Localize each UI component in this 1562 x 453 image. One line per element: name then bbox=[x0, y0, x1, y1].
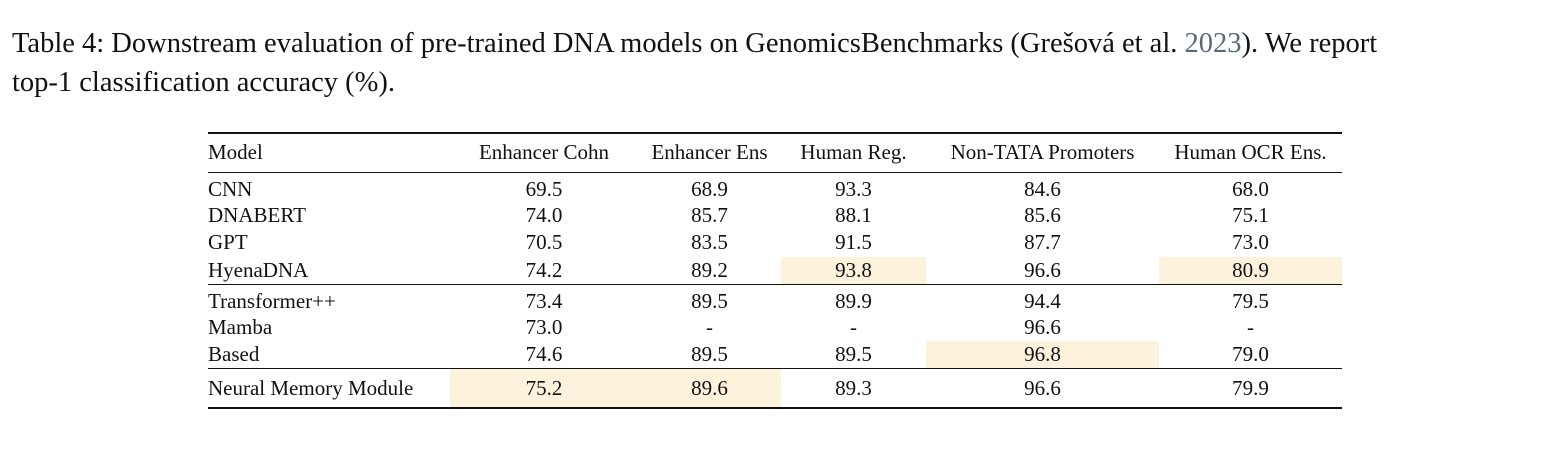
model-name: Mamba bbox=[208, 314, 273, 339]
table-cell: 79.9 bbox=[1159, 368, 1342, 409]
caption-text-end: ). We report bbox=[1241, 28, 1378, 59]
model-name: GPT bbox=[208, 230, 248, 255]
table-cell: - bbox=[706, 314, 713, 339]
table-cell: 85.7 bbox=[691, 202, 728, 227]
table-row: Transformer++ 73.4 89.5 89.9 94.4 79.5 bbox=[208, 284, 1342, 314]
table-cell: 73.4 bbox=[525, 288, 563, 313]
table-cell: 91.5 bbox=[835, 230, 872, 255]
model-name: Neural Memory Module bbox=[208, 368, 450, 409]
table-cell: 89.5 bbox=[691, 288, 728, 313]
model-name: Based bbox=[208, 341, 450, 369]
table-row: CNN 69.5 68.9 93.3 84.6 68.0 bbox=[208, 172, 1342, 202]
table-cell: 74.0 bbox=[525, 202, 563, 227]
header-row: Model Enhancer Cohn Enhancer Ens Human R… bbox=[208, 132, 1342, 173]
model-name: CNN bbox=[208, 176, 253, 201]
proposed-group: Neural Memory Module 75.2 89.6 89.3 96.6… bbox=[208, 368, 1342, 409]
caption-line-2: top-1 classification accuracy (%). bbox=[12, 67, 395, 98]
table-cell: - bbox=[850, 314, 857, 339]
table-cell-best: 93.8 bbox=[781, 256, 926, 285]
table-cell: 68.0 bbox=[1232, 176, 1269, 201]
table-cell-best: 96.8 bbox=[926, 341, 1159, 369]
table-cell: 68.9 bbox=[691, 176, 728, 201]
table-row: Neural Memory Module 75.2 89.6 89.3 96.6… bbox=[208, 368, 1342, 409]
table-cell-best: 75.2 bbox=[450, 368, 638, 409]
table-cell-best: 80.9 bbox=[1159, 256, 1342, 285]
table-cell: 89.5 bbox=[781, 341, 926, 369]
table-caption: Table 4: Downstream evaluation of pre-tr… bbox=[12, 24, 1552, 102]
table-cell: 73.0 bbox=[525, 314, 563, 339]
table-cell: 94.4 bbox=[1024, 288, 1061, 313]
table-cell: 73.0 bbox=[1232, 230, 1269, 255]
table-cell: 89.3 bbox=[781, 368, 926, 409]
table-row: DNABERT 74.0 85.7 88.1 85.6 75.1 bbox=[208, 202, 1342, 230]
header-model: Model bbox=[208, 132, 450, 173]
table-cell: 79.0 bbox=[1159, 341, 1342, 369]
table-cell: 75.1 bbox=[1232, 202, 1269, 227]
table-cell: 70.5 bbox=[525, 230, 563, 255]
header-enhancer-cohn: Enhancer Cohn bbox=[450, 132, 638, 173]
header-human-ocr-ens: Human OCR Ens. bbox=[1159, 132, 1342, 173]
results-table: Model Enhancer Cohn Enhancer Ens Human R… bbox=[208, 132, 1342, 409]
table-cell: 89.2 bbox=[638, 256, 781, 285]
citation-year-link[interactable]: 2023 bbox=[1184, 28, 1242, 59]
model-name: Transformer++ bbox=[208, 288, 336, 313]
baseline-group: CNN 69.5 68.9 93.3 84.6 68.0 DNABERT 74.… bbox=[208, 172, 1342, 285]
table-cell: 96.6 bbox=[926, 368, 1159, 409]
table-row: HyenaDNA 74.2 89.2 93.8 96.6 80.9 bbox=[208, 256, 1342, 285]
table-cell: 89.5 bbox=[638, 341, 781, 369]
table-cell: 88.1 bbox=[835, 202, 872, 227]
table-cell: 87.7 bbox=[1024, 230, 1061, 255]
table-cell: 96.6 bbox=[1024, 314, 1061, 339]
header-human-reg: Human Reg. bbox=[781, 132, 926, 173]
table-cell: 74.6 bbox=[450, 341, 638, 369]
table-row: GPT 70.5 83.5 91.5 87.7 73.0 bbox=[208, 229, 1342, 257]
table-cell: 96.6 bbox=[926, 256, 1159, 285]
table-cell: 93.3 bbox=[835, 176, 872, 201]
table-cell: - bbox=[1247, 314, 1254, 339]
table-cell-best: 89.6 bbox=[638, 368, 781, 409]
table-cell: 83.5 bbox=[691, 230, 728, 255]
table-cell: 79.5 bbox=[1232, 288, 1269, 313]
model-name: DNABERT bbox=[208, 202, 306, 227]
model-name: HyenaDNA bbox=[208, 256, 450, 285]
table-cell: 84.6 bbox=[1024, 176, 1061, 201]
header-non-tata-promoters: Non-TATA Promoters bbox=[926, 132, 1159, 173]
table-cell: 89.9 bbox=[835, 288, 872, 313]
table-cell: 85.6 bbox=[1024, 202, 1061, 227]
table-cell: 69.5 bbox=[525, 176, 563, 201]
header-enhancer-ens: Enhancer Ens bbox=[638, 132, 781, 173]
caption-text: Table 4: Downstream evaluation of pre-tr… bbox=[12, 28, 1185, 59]
table-cell: 74.2 bbox=[450, 256, 638, 285]
recurrent-group: Transformer++ 73.4 89.5 89.9 94.4 79.5 M… bbox=[208, 284, 1342, 369]
table-row: Based 74.6 89.5 89.5 96.8 79.0 bbox=[208, 341, 1342, 369]
table-row: Mamba 73.0 - - 96.6 - bbox=[208, 314, 1342, 342]
